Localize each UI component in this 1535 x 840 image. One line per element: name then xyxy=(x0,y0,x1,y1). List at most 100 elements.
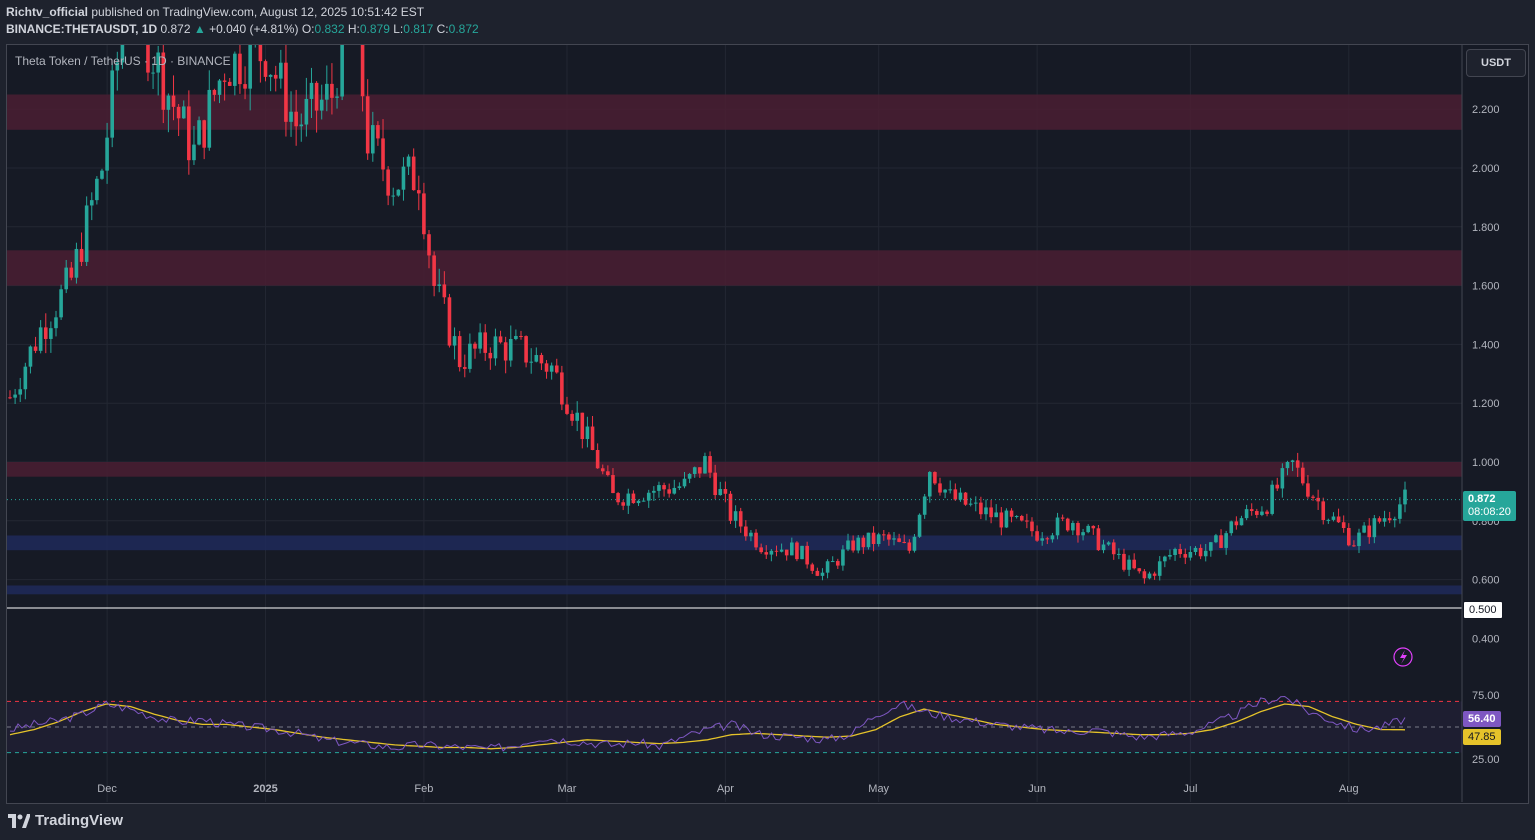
triangle-up-icon: ▲ xyxy=(193,22,206,36)
candle-body xyxy=(105,137,109,171)
candle-body xyxy=(1025,520,1029,522)
candle-body xyxy=(1147,573,1152,579)
candle-body xyxy=(611,475,615,494)
candle-body xyxy=(1280,468,1285,489)
candle-body xyxy=(488,352,493,359)
time-tick-label: Jul xyxy=(1183,783,1197,795)
candle-body xyxy=(304,98,309,125)
candle-body xyxy=(646,492,651,501)
candle-body xyxy=(212,89,217,95)
low-value: 0.817 xyxy=(403,22,434,36)
chart-frame[interactable] xyxy=(6,44,1529,804)
time-tick-label: May xyxy=(868,783,889,795)
candle-body xyxy=(984,507,988,515)
candle-body xyxy=(580,412,585,440)
candle-body xyxy=(1055,517,1060,536)
candle-body xyxy=(1275,484,1280,489)
scale-badge: 0.500 xyxy=(1463,601,1503,619)
candle-body xyxy=(779,549,784,552)
candle-body xyxy=(493,336,498,359)
candle-body xyxy=(187,106,191,161)
candle-body xyxy=(1341,522,1346,528)
candle-body xyxy=(733,511,738,521)
candle-body xyxy=(64,267,69,290)
price-tick-label: 1.600 xyxy=(1472,281,1500,293)
candle-body xyxy=(1285,461,1290,469)
candle-body xyxy=(1157,561,1162,576)
candle-body xyxy=(1377,518,1382,522)
chart-title: Theta Token / TetherUS · 1D · BINANCE xyxy=(15,54,231,68)
candle-body xyxy=(718,489,723,496)
candle-body xyxy=(570,413,574,421)
candle-body xyxy=(197,120,201,145)
candle-body xyxy=(156,52,160,73)
candle-body xyxy=(1352,545,1356,547)
candle-body xyxy=(69,267,74,278)
tradingview-logo[interactable]: TradingView xyxy=(8,812,123,829)
candle-body xyxy=(933,472,937,484)
last-price: 0.872 xyxy=(160,22,191,36)
rsi-ma-line xyxy=(9,703,1406,750)
time-tick-label: Apr xyxy=(717,783,734,795)
candle-body xyxy=(1152,573,1157,576)
candle-body xyxy=(1214,535,1218,543)
currency-button[interactable]: USDT xyxy=(1466,49,1526,77)
candle-body xyxy=(682,478,687,487)
candle-body xyxy=(968,503,973,505)
candle-body xyxy=(600,468,605,472)
candle-body xyxy=(340,45,344,97)
candle-body xyxy=(468,343,472,369)
candle-body xyxy=(1081,532,1085,536)
candle-body xyxy=(1270,484,1274,514)
candle-body xyxy=(442,284,447,298)
candle-body xyxy=(1137,568,1142,572)
candle-body xyxy=(1096,528,1101,551)
candle-body xyxy=(319,99,324,111)
price-tick-label: 1.400 xyxy=(1472,339,1500,351)
candle-body xyxy=(18,389,23,395)
candle-body xyxy=(856,537,861,551)
candle-body xyxy=(1142,571,1147,579)
high-label: H: xyxy=(347,22,360,36)
candle-body xyxy=(815,570,820,576)
candle-body xyxy=(922,496,927,515)
candle-body xyxy=(1076,522,1080,536)
candle-body xyxy=(268,74,273,77)
candle-body xyxy=(692,467,697,474)
candle-body xyxy=(1255,511,1259,515)
candle-body xyxy=(1101,544,1106,551)
candle-body xyxy=(672,487,677,494)
candle-body xyxy=(902,541,907,543)
candle-body xyxy=(508,339,513,361)
candle-body xyxy=(1229,521,1234,534)
candle-body xyxy=(1209,542,1213,551)
publish-line: Richtv_official published on TradingView… xyxy=(6,5,424,19)
last-price-badge-value: 0.872 xyxy=(1468,493,1496,505)
tradingview-brand: TradingView xyxy=(35,812,124,829)
candle-body xyxy=(207,89,212,148)
candle-body xyxy=(948,489,953,491)
candle-body xyxy=(1065,518,1070,531)
candle-body xyxy=(994,512,999,518)
candle-body xyxy=(38,327,43,351)
candle-body xyxy=(830,561,835,563)
candle-body xyxy=(406,156,411,167)
candle-body xyxy=(447,297,452,346)
candle-body xyxy=(176,106,181,119)
author-name[interactable]: Richtv_official xyxy=(6,5,89,19)
candle-body xyxy=(800,545,804,560)
candle-body xyxy=(365,96,370,154)
candle-body xyxy=(953,489,958,500)
candle-body xyxy=(8,397,12,399)
candle-body xyxy=(836,561,840,566)
candle-body xyxy=(325,83,329,100)
candle-body xyxy=(861,537,866,548)
candle-body xyxy=(846,540,850,550)
candle-body xyxy=(1239,518,1244,526)
candle-body xyxy=(1040,538,1044,541)
low-label: L: xyxy=(393,22,404,36)
lightning-icon xyxy=(1393,647,1413,667)
close-label: C: xyxy=(436,22,449,36)
candle-body xyxy=(279,62,283,79)
